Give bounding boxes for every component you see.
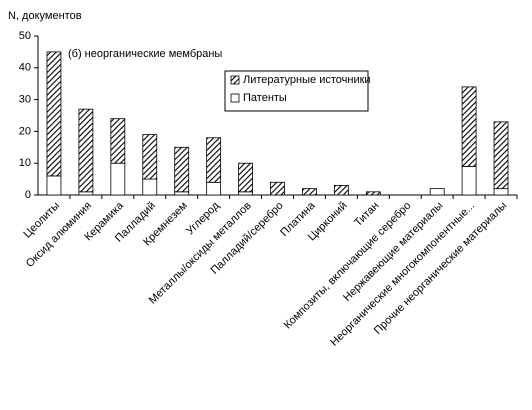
x-tick-label: Титан xyxy=(352,200,381,229)
y-tick-label: 40 xyxy=(19,62,31,74)
bar-segment xyxy=(365,191,381,196)
bar-segment xyxy=(493,121,509,190)
legend-label: Литературные источники xyxy=(243,74,371,86)
bar-segment xyxy=(461,165,477,196)
bar-segment xyxy=(429,188,445,196)
bar-segment xyxy=(142,134,158,180)
y-tick-label: 10 xyxy=(19,157,31,169)
bar-segment xyxy=(461,86,477,167)
bar-segment xyxy=(302,188,317,196)
bar-segment xyxy=(206,137,222,183)
bar-segment xyxy=(110,162,126,196)
bar-segment xyxy=(270,181,285,196)
bar-segment xyxy=(493,188,509,196)
legend-swatch xyxy=(230,93,240,103)
bar-segment xyxy=(206,181,222,196)
bar-segment xyxy=(333,185,349,196)
y-tick-label: 0 xyxy=(25,189,31,201)
legend xyxy=(224,70,369,112)
bar-segment xyxy=(174,191,190,196)
bar-segment xyxy=(110,118,126,164)
bar-segment xyxy=(238,191,253,196)
annotation: (б) неорганические мембраны xyxy=(68,48,222,60)
y-tick-label: 30 xyxy=(19,94,31,106)
legend-label: Патенты xyxy=(243,92,287,104)
x-tick-label: Неорганические многокомпонентные... xyxy=(328,200,477,349)
bar-segment xyxy=(78,108,94,193)
bar-segment xyxy=(238,162,253,193)
legend-swatch xyxy=(230,75,240,85)
bar-segment xyxy=(46,51,62,177)
y-tick-label: 20 xyxy=(19,125,31,137)
bar-segment xyxy=(78,191,94,196)
bar-segment xyxy=(142,178,158,196)
bar-segment xyxy=(174,146,190,193)
bar-segment xyxy=(46,175,62,196)
y-axis-label: N, документов xyxy=(8,10,82,22)
y-tick-label: 50 xyxy=(19,30,31,42)
